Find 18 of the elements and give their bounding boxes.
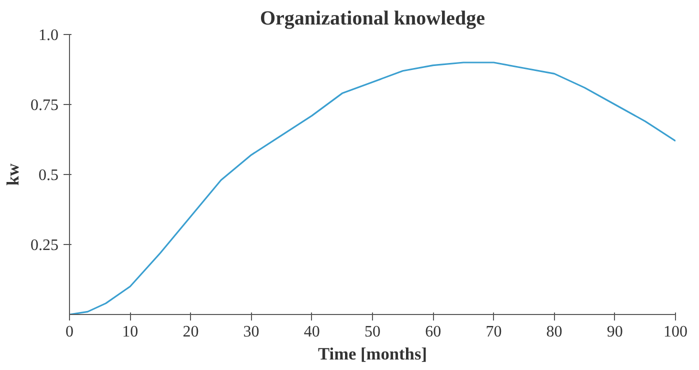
x-tick-label: 0: [66, 324, 74, 340]
x-axis-title: Time [months]: [318, 344, 427, 364]
x-tick-label: 80: [546, 324, 562, 340]
x-tick-label: 90: [606, 324, 623, 340]
y-tick-label: 0.5: [38, 167, 58, 184]
x-tick-label: 40: [304, 324, 320, 340]
y-tick-label: 1.0: [38, 27, 58, 44]
x-tick-label: 20: [182, 324, 199, 340]
x-tick-label: 70: [486, 324, 502, 340]
y-tick-label: 0.75: [30, 97, 58, 114]
x-tick-label: 10: [122, 324, 138, 340]
y-tick-label: 0.25: [30, 237, 58, 254]
y-axis-title: kw: [4, 162, 22, 186]
chart-title: Organizational knowledge: [260, 8, 486, 30]
x-tick-label: 100: [664, 324, 688, 340]
x-tick-label: 30: [243, 324, 260, 340]
x-tick-label: 60: [425, 324, 442, 340]
x-tick-label: 50: [364, 324, 380, 340]
